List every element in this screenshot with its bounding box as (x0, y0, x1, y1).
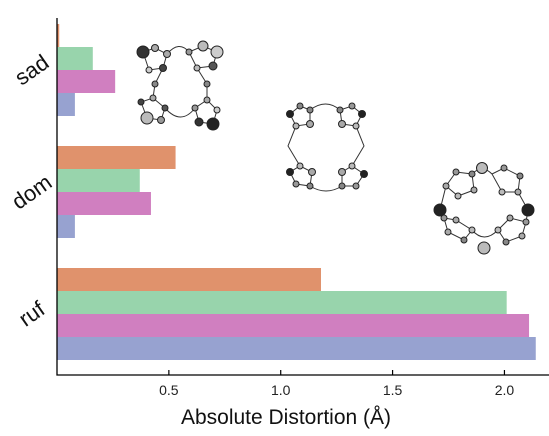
category-label-sad: sad (10, 49, 53, 90)
category-label-dom: dom (7, 169, 56, 214)
x-tick-label: 1.5 (383, 382, 403, 398)
bar-sad-series-1 (57, 24, 60, 47)
x-tick-label: 2.0 (495, 382, 515, 398)
bar-sad-series-3 (57, 70, 116, 93)
bar-ruf-series-3 (57, 314, 530, 337)
bar-sad-series-4 (57, 93, 75, 116)
bar-dom-series-3 (57, 192, 151, 215)
ruf-structure-inset (433, 162, 535, 255)
bar-ruf-series-2 (57, 291, 507, 314)
bar-dom-series-2 (57, 169, 140, 192)
bars-layer (57, 24, 536, 360)
x-tick-label: 1.0 (271, 382, 291, 398)
x-axis-title: Absolute Distortion (Å) (181, 406, 391, 429)
bar-dom-series-4 (57, 215, 75, 238)
bar-ruf-series-4 (57, 337, 536, 360)
x-tick-label: 0.5 (159, 382, 179, 398)
sad-structure-inset (136, 40, 224, 131)
x-axis-ticks: 0.5 1.0 1.5 2.0 (159, 370, 514, 398)
plot-axes (56, 18, 549, 376)
bar-sad-series-2 (57, 47, 93, 70)
category-label-ruf: ruf (14, 296, 50, 332)
dom-structure-inset (286, 102, 368, 192)
category-labels: sad dom ruf (7, 49, 56, 331)
bar-ruf-series-1 (57, 268, 321, 291)
bar-dom-series-1 (57, 146, 176, 169)
